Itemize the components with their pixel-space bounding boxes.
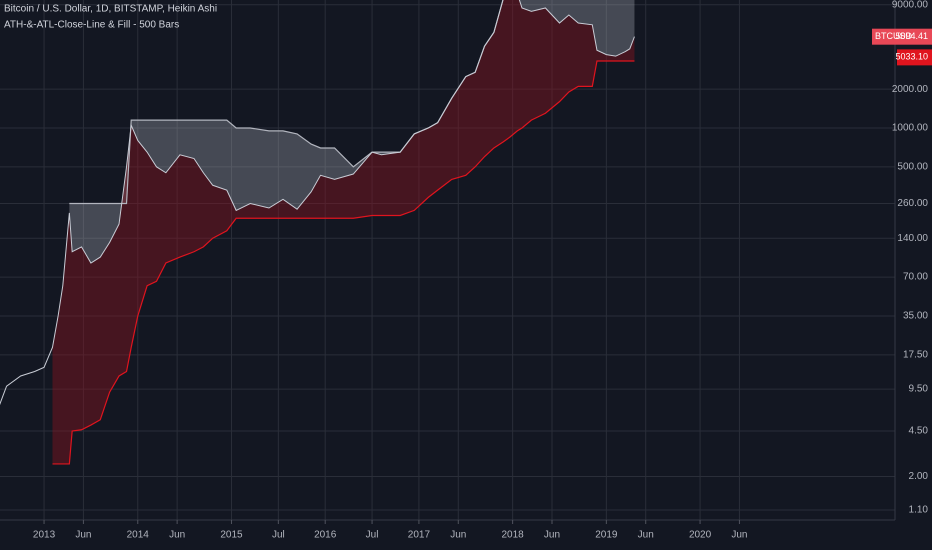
y-tick-label: 260.00	[897, 198, 928, 209]
y-tick-label: 9000.00	[892, 0, 929, 10]
y-tick-label: 2000.00	[892, 84, 929, 95]
price-label: 5094.41	[895, 31, 928, 41]
x-tick-label: 2019	[595, 530, 618, 541]
chart-title: Bitcoin / U.S. Dollar, 1D, BITSTAMP, Hei…	[4, 4, 217, 15]
atl-line	[52, 60, 635, 465]
y-tick-label: 140.00	[897, 233, 928, 244]
x-tick-label: Jun	[544, 530, 560, 541]
x-tick-label: 2013	[33, 530, 56, 541]
x-tick-label: 2020	[689, 530, 712, 541]
y-tick-label: 9.50	[909, 384, 929, 395]
ath-fill	[69, 0, 635, 264]
y-tick-label: 4.50	[909, 426, 929, 437]
y-tick-label: 1000.00	[892, 123, 929, 134]
price-label: 5033.10	[895, 52, 928, 62]
y-tick-label: 35.00	[903, 311, 928, 322]
y-tick-label: 500.00	[897, 161, 928, 172]
x-tick-label: Jul	[272, 530, 285, 541]
y-tick-label: 2.00	[909, 471, 929, 482]
atl-fill	[52, 0, 635, 464]
x-tick-label: 2014	[127, 530, 150, 541]
x-tick-label: 2016	[314, 530, 337, 541]
x-tick-label: Jun	[638, 530, 654, 541]
x-tick-label: Jul	[366, 530, 379, 541]
x-tick-label: 2018	[502, 530, 525, 541]
y-tick-label: 17.50	[903, 349, 928, 360]
symbol-label: BTCUSD	[875, 31, 913, 41]
price-tag	[897, 49, 932, 66]
price-line	[0, 0, 635, 406]
indicator-name: ATH-&-ATL-Close-Line & Fill - 500 Bars	[4, 20, 179, 31]
x-tick-label: Jun	[731, 530, 747, 541]
price-tag	[872, 28, 932, 45]
x-tick-label: Jun	[75, 530, 91, 541]
ath-line	[69, 0, 504, 205]
x-tick-label: Jun	[450, 530, 466, 541]
y-tick-label: 70.00	[903, 272, 928, 283]
x-tick-label: 2015	[220, 530, 243, 541]
x-tick-label: Jun	[169, 530, 185, 541]
y-tick-label: 1.10	[909, 505, 929, 516]
x-tick-label: 2017	[408, 530, 431, 541]
